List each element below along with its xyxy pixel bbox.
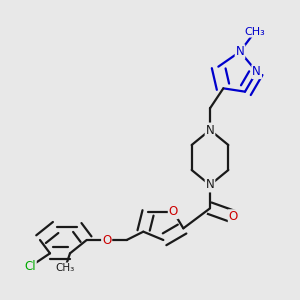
Text: CH₃: CH₃ [244, 27, 266, 37]
Text: N: N [236, 45, 244, 58]
Text: CH₃: CH₃ [56, 263, 75, 273]
Text: O: O [229, 210, 238, 223]
Text: N: N [206, 124, 214, 136]
Text: N: N [206, 178, 214, 191]
Text: Cl: Cl [24, 260, 36, 273]
Text: O: O [102, 233, 111, 247]
Text: O: O [169, 205, 178, 218]
Text: N: N [252, 65, 261, 78]
